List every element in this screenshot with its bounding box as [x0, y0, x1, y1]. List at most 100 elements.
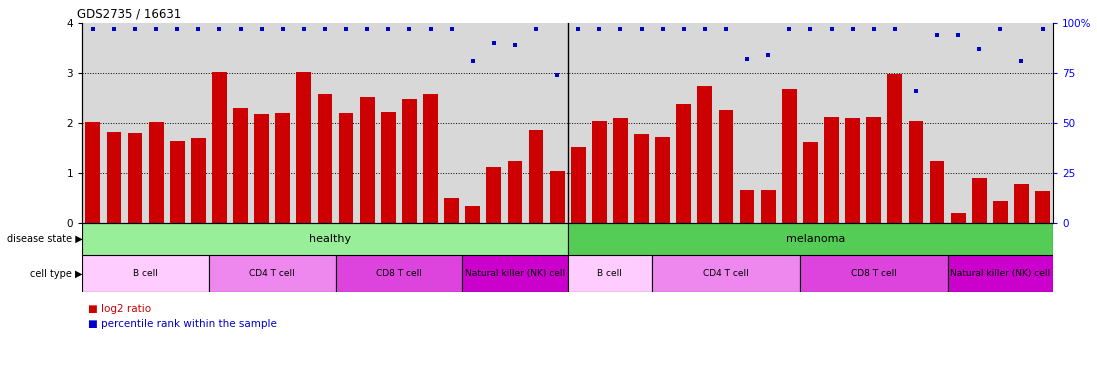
Text: B cell: B cell [598, 269, 622, 278]
Bar [234, 108, 248, 223]
Point [316, 26, 333, 32]
Bar [191, 138, 206, 223]
Bar [1014, 184, 1029, 223]
Point [1033, 26, 1051, 32]
Point [231, 26, 249, 32]
Point [105, 26, 123, 32]
Point [337, 26, 354, 32]
Text: cell type ▶: cell type ▶ [30, 268, 82, 279]
Point [992, 26, 1009, 32]
Bar [719, 110, 734, 223]
Bar [652, 255, 800, 292]
Text: healthy: healthy [309, 234, 351, 244]
Bar [698, 86, 712, 223]
Bar [444, 198, 459, 223]
Bar [845, 118, 860, 223]
Point [421, 26, 439, 32]
Point [147, 26, 165, 32]
Bar [867, 118, 881, 223]
Bar [149, 122, 163, 223]
Point [633, 26, 651, 32]
Point [211, 26, 228, 32]
Bar [402, 99, 417, 223]
Bar [782, 89, 796, 223]
Bar [275, 113, 291, 223]
Bar [592, 121, 607, 223]
Point [928, 32, 946, 38]
Point [654, 26, 671, 32]
Bar [212, 72, 227, 223]
Bar [208, 255, 336, 292]
Point [400, 26, 418, 32]
Bar [106, 132, 122, 223]
Text: CD8 T cell: CD8 T cell [376, 269, 421, 278]
Point [443, 26, 461, 32]
Bar [82, 223, 568, 255]
Point [864, 26, 882, 32]
Point [274, 26, 292, 32]
Point [738, 56, 756, 62]
Point [759, 52, 777, 58]
Point [886, 26, 904, 32]
Point [190, 26, 207, 32]
Bar [550, 171, 565, 223]
Bar [381, 113, 396, 223]
Point [169, 26, 186, 32]
Point [380, 26, 397, 32]
Bar [948, 255, 1053, 292]
Bar [86, 122, 100, 223]
Bar [568, 255, 652, 292]
Point [126, 26, 144, 32]
Bar [296, 72, 312, 223]
Point [717, 26, 735, 32]
Bar [887, 74, 902, 223]
Point [675, 26, 692, 32]
Point [844, 26, 861, 32]
Bar [486, 167, 501, 223]
Point [84, 26, 102, 32]
Bar [951, 213, 965, 223]
Bar [170, 141, 184, 223]
Bar [82, 255, 208, 292]
Text: disease state ▶: disease state ▶ [7, 234, 82, 244]
Bar [929, 161, 945, 223]
Bar [570, 147, 586, 223]
Bar [824, 117, 839, 223]
Bar [993, 201, 1008, 223]
Bar [803, 142, 817, 223]
Text: Natural killer (NK) cell: Natural killer (NK) cell [465, 269, 565, 278]
Point [949, 32, 966, 38]
Bar [423, 94, 438, 223]
Text: CD8 T cell: CD8 T cell [851, 269, 896, 278]
Bar [739, 190, 755, 223]
Point [569, 26, 587, 32]
Text: CD4 T cell: CD4 T cell [703, 269, 749, 278]
Bar [508, 161, 522, 223]
Bar [908, 121, 924, 223]
Point [253, 26, 271, 32]
Point [464, 58, 482, 64]
Point [971, 46, 988, 52]
Bar [462, 255, 568, 292]
Bar [568, 223, 1053, 255]
Bar [529, 131, 543, 223]
Bar [972, 178, 986, 223]
Bar [634, 134, 649, 223]
Bar [360, 98, 374, 223]
Point [1013, 58, 1030, 64]
Point [823, 26, 840, 32]
Point [295, 26, 313, 32]
Bar [677, 104, 691, 223]
Bar [127, 133, 143, 223]
Bar [655, 137, 670, 223]
Text: B cell: B cell [133, 269, 158, 278]
Text: ■ log2 ratio: ■ log2 ratio [88, 304, 151, 314]
Text: GDS2735 / 16631: GDS2735 / 16631 [78, 7, 182, 20]
Bar [336, 255, 462, 292]
Bar [800, 255, 948, 292]
Text: CD4 T cell: CD4 T cell [249, 269, 295, 278]
Bar [465, 206, 480, 223]
Bar [1036, 191, 1050, 223]
Text: ■ percentile rank within the sample: ■ percentile rank within the sample [88, 319, 276, 329]
Point [528, 26, 545, 32]
